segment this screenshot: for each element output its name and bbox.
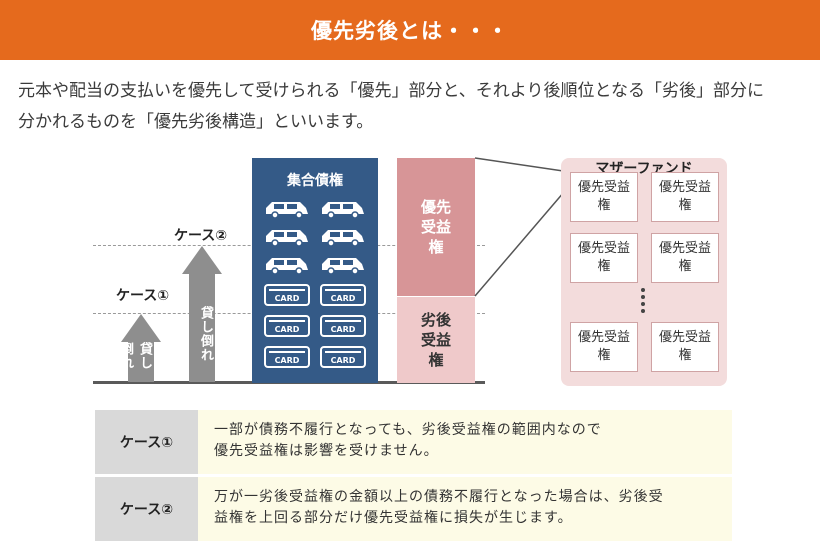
credit-card-icon: CARD [320, 346, 366, 368]
credit-card-icon: CARD [264, 346, 310, 368]
car-icon [322, 230, 364, 246]
case2-arrow-text: 貸し倒れ [189, 274, 215, 382]
case-desc-line: 一部が債務不履行となっても、劣後受益権の範囲内なので [214, 422, 602, 438]
mini-senior-right: 優先受益権 [570, 172, 638, 222]
junior-label: 劣後受益権 [420, 311, 451, 369]
pool-title: 集合債権 [287, 173, 343, 189]
mini-label: 優先受益権 [578, 180, 631, 213]
intro-text: 元本や配当の支払いを優先して受けられる「優先」部分と、それより後順位となる「劣後… [18, 76, 808, 138]
car-icon [322, 258, 364, 274]
car-icon [266, 230, 308, 246]
ellipsis-icon [640, 288, 646, 316]
page-header: 優先劣後とは・・・ [0, 0, 820, 60]
receivables-pool: 集合債権 CARD CARD CARD CARD CARD CARD [252, 158, 378, 383]
case1-default-arrow: 貸し倒れ [118, 314, 161, 382]
mini-senior-right: 優先受益権 [570, 233, 638, 283]
car-icon [322, 202, 364, 218]
case2-label: ケース② [174, 228, 228, 244]
card-text: CARD [330, 325, 356, 334]
card-text: CARD [330, 356, 356, 365]
arrow-head [182, 246, 222, 274]
mini-label: 優先受益権 [578, 330, 631, 363]
case-desc-line: 万が一劣後受益権の金額以上の債務不履行となった場合は、劣後受 [214, 489, 664, 505]
credit-card-icon: CARD [320, 315, 366, 337]
credit-card-icon: CARD [264, 315, 310, 337]
mini-label: 優先受益権 [659, 241, 712, 274]
case2-default-arrow: 貸し倒れ [182, 246, 222, 382]
mini-senior-right: 優先受益権 [651, 322, 719, 372]
case-table: ケース① 一部が債務不履行となっても、劣後受益権の範囲内なので 優先受益権は影響… [95, 410, 732, 544]
mini-senior-right: 優先受益権 [651, 172, 719, 222]
card-text: CARD [330, 294, 356, 303]
header-title: 優先劣後とは・・・ [311, 19, 509, 43]
senior-beneficiary-right: 優先受益権 [397, 158, 475, 296]
case-row-description: 万が一劣後受益権の金額以上の債務不履行となった場合は、劣後受 益権を上回る部分だ… [198, 477, 732, 541]
car-icon [266, 258, 308, 274]
case1-label: ケース① [116, 288, 170, 304]
junior-beneficiary-right: 劣後受益権 [397, 297, 475, 383]
car-icon [266, 202, 308, 218]
credit-card-icon: CARD [320, 284, 366, 306]
intro-line-2: 分かれるものを「優先劣後構造」といいます。 [18, 112, 374, 132]
card-text: CARD [274, 325, 300, 334]
arrow-head [121, 314, 161, 342]
mini-label: 優先受益権 [659, 330, 712, 363]
case-desc-line: 優先受益権は影響を受けません。 [214, 443, 439, 459]
case-row-description: 一部が債務不履行となっても、劣後受益権の範囲内なので 優先受益権は影響を受けませ… [198, 410, 732, 474]
senior-label: 優先受益権 [420, 198, 451, 256]
mini-senior-right: 優先受益権 [651, 233, 719, 283]
mini-label: 優先受益権 [578, 241, 631, 274]
mini-label: 優先受益権 [659, 180, 712, 213]
case-row: ケース① 一部が債務不履行となっても、劣後受益権の範囲内なので 優先受益権は影響… [95, 410, 732, 474]
intro-line-1: 元本や配当の支払いを優先して受けられる「優先」部分と、それより後順位となる「劣後… [18, 81, 764, 101]
case-desc-line: 益権を上回る部分だけ優先受益権に損失が生じます。 [214, 510, 573, 526]
case-row-label: ケース① [95, 410, 198, 474]
card-text: CARD [274, 356, 300, 365]
credit-card-icon: CARD [264, 284, 310, 306]
mini-senior-right: 優先受益権 [570, 322, 638, 372]
case-row-label: ケース② [95, 477, 198, 541]
card-text: CARD [274, 294, 300, 303]
case-row: ケース② 万が一劣後受益権の金額以上の債務不履行となった場合は、劣後受 益権を上… [95, 477, 732, 541]
